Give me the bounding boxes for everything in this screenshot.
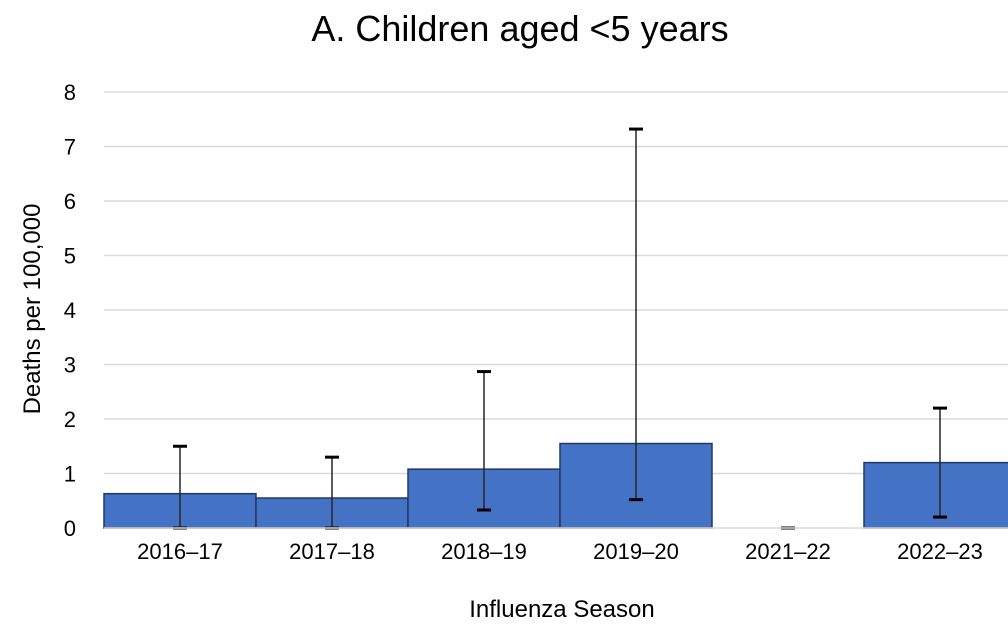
x-tick-label: 2022–23 [897,539,983,564]
x-tick-label: 2018–19 [441,539,527,564]
x-tick-label: 2021–22 [745,539,831,564]
y-tick-label: 0 [64,516,76,541]
x-axis-title: Influenza Season [469,596,654,623]
y-tick-label: 1 [64,462,76,487]
y-axis-title: Deaths per 100,000 [19,204,46,415]
y-tick-label: 7 [64,135,76,160]
error-bar [933,406,947,519]
y-tick-label: 5 [64,244,76,269]
y-tick-label: 3 [64,353,76,378]
gridlines [104,91,1008,475]
y-tick-label: 8 [64,80,76,105]
x-tick-label: 2019–20 [593,539,679,564]
y-axis-ticks: 0 1 2 3 4 5 6 7 8 [64,80,76,541]
error-bar [629,127,643,502]
chart-title: A. Children aged <5 years [311,8,729,49]
bars [103,442,1008,529]
error-bar [477,370,491,512]
y-tick-label: 2 [64,407,76,432]
x-tick-label: 2016–17 [137,539,223,564]
x-tick-label: 2017–18 [289,539,375,564]
x-axis-ticks: 2016–17 2017–18 2018–19 2019–20 2021–22 2022–… [137,539,983,564]
y-tick-label: 4 [64,298,76,323]
y-tick-label: 6 [64,189,76,214]
